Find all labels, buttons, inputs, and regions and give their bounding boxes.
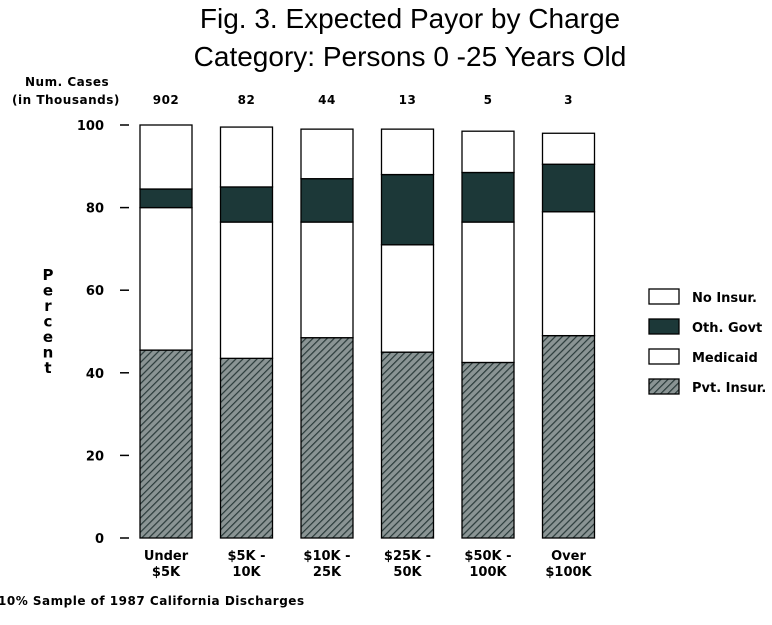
bar-segment-medicaid-4 [461, 221, 515, 364]
bars-group [139, 124, 596, 539]
bar-segment-oth-govt-5 [541, 163, 596, 213]
y-axis-label-letter: e [43, 282, 53, 300]
legend-swatch-1 [648, 318, 680, 335]
y-tick-label-60: 60 [86, 284, 104, 299]
cases-header-line-2: (in Thousands) [12, 93, 120, 107]
legend: No Insur. Oth. Govt Medicaid Pvt. Insur. [648, 288, 766, 396]
x-tick-label-2-line-1: 25K [313, 565, 342, 580]
bar-segment-oth-govt-1 [219, 186, 274, 223]
cases-value-4: 5 [484, 93, 493, 107]
x-tick-label-1-line-0: $5K - [227, 549, 265, 564]
chart-title-line-2: Category: Persons 0 -25 Years Old [194, 41, 627, 72]
y-tick-label-80: 80 [86, 202, 104, 217]
bar-segment-oth-govt-2 [300, 178, 354, 223]
bar-segment-pvt-insur-0 [139, 349, 193, 539]
bar-segment-pvt-insur-4 [461, 361, 515, 539]
chart-title-line-1: Fig. 3. Expected Payor by Charge [200, 3, 620, 34]
x-tick-label-0-line-0: Under [144, 549, 189, 564]
bar-segment-medicaid-0 [139, 206, 193, 351]
x-tick-label-3-line-1: 50K [393, 565, 422, 580]
bar-segment-oth-govt-0 [139, 188, 193, 209]
bar-segment-oth-govt-4 [461, 171, 515, 223]
footnote: 10% Sample of 1987 California Discharges [0, 594, 305, 608]
legend-swatch-2 [648, 348, 680, 365]
legend-swatch-0 [648, 288, 680, 305]
x-tick-label-0-line-1: $5K [152, 565, 181, 580]
legend-label-1: Oth. Govt [692, 321, 762, 336]
bar-segment-medicaid-5 [541, 211, 596, 337]
legend-label-3: Pvt. Insur. [692, 381, 766, 396]
bar-segment-oth-govt-3 [380, 173, 435, 246]
y-axis-label-letter: P [43, 266, 54, 284]
x-tick-label-5-line-1: $100K [545, 565, 592, 580]
cases-value-2: 44 [318, 93, 336, 107]
y-tick-label-100: 100 [77, 119, 104, 134]
x-tick-label-4-line-0: $50K - [464, 549, 511, 564]
y-axis-label-letter: r [44, 297, 52, 315]
y-axis-label-letter: t [44, 359, 51, 377]
legend-label-0: No Insur. [692, 291, 757, 306]
cases-value-0: 902 [153, 93, 180, 107]
y-tick-label-0: 0 [95, 532, 104, 547]
x-tick-label-4-line-1: 100K [469, 565, 507, 580]
x-tick-label-5-line-0: Over [551, 549, 586, 564]
x-tick-label-2-line-0: $10K - [303, 549, 350, 564]
bar-segment-pvt-insur-1 [219, 357, 274, 539]
bar-segment-pvt-insur-2 [300, 337, 354, 539]
bar-segment-pvt-insur-3 [380, 351, 435, 539]
cases-header-line-1: Num. Cases [25, 75, 109, 89]
cases-value-5: 3 [564, 93, 573, 107]
bar-segment-medicaid-2 [300, 221, 354, 339]
bar-segment-pvt-insur-5 [541, 334, 596, 539]
y-tick-label-40: 40 [86, 367, 104, 382]
x-tick-label-3-line-0: $25K - [384, 549, 431, 564]
y-axis-label-letter: c [44, 313, 53, 331]
bar-segment-medicaid-1 [219, 221, 274, 359]
cases-value-1: 82 [238, 93, 256, 107]
bar-segment-no-insur-0 [139, 124, 193, 190]
cases-row: 902 82 44 13 5 3 [153, 93, 573, 107]
cases-value-3: 13 [399, 93, 417, 107]
x-tick-label-1-line-1: 10K [232, 565, 261, 580]
bar-segment-medicaid-3 [380, 244, 435, 353]
y-tick-label-20: 20 [86, 449, 104, 464]
bar-segment-no-insur-3 [380, 128, 435, 176]
bar-segment-no-insur-5 [541, 132, 596, 165]
bar-segment-no-insur-1 [219, 126, 274, 188]
legend-label-2: Medicaid [692, 351, 758, 366]
y-axis: 0 20 40 60 80 100 [77, 119, 129, 547]
y-axis-label-letter: e [43, 328, 53, 346]
x-axis-labels: Under$5K $5K -10K $10K -25K $25K -50K $50K -… [144, 549, 593, 580]
bar-segment-no-insur-2 [300, 128, 354, 180]
bar-segment-no-insur-4 [461, 130, 515, 174]
legend-swatch-3 [648, 378, 680, 395]
y-axis-label-letter: n [43, 344, 54, 362]
